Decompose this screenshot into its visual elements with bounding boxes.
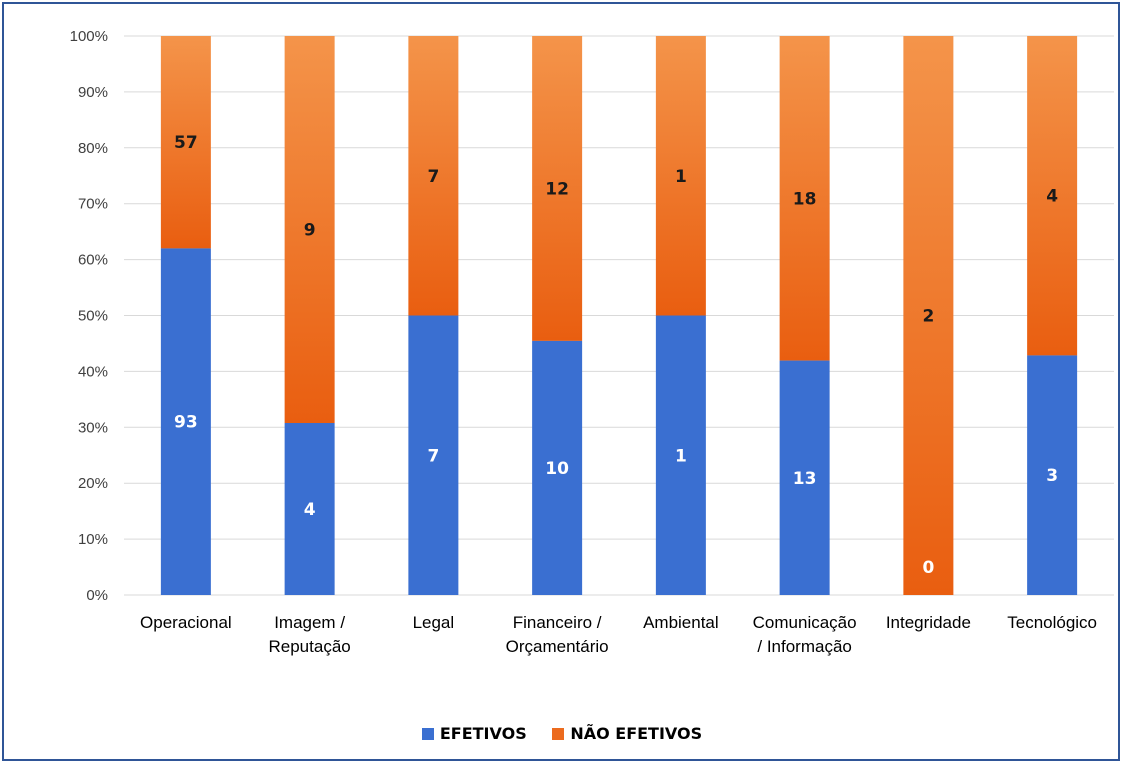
x-category-label: Comunicação <box>753 613 857 632</box>
data-label-nao-efetivos: 18 <box>793 189 817 209</box>
x-category-label: Ambiental <box>643 613 719 632</box>
bar-nao-efetivos <box>779 36 830 361</box>
bar-nao-efetivos <box>532 36 583 341</box>
x-category-label: / Informação <box>757 637 852 656</box>
legend-swatch-efetivos <box>421 727 434 740</box>
data-label-nao-efetivos: 12 <box>545 179 569 199</box>
gridlines <box>124 35 1114 596</box>
x-category-label: Financeiro / <box>513 613 602 632</box>
bar-efetivos <box>532 340 583 595</box>
y-tick-label: 90% <box>78 84 108 101</box>
data-label-efetivos: 13 <box>793 469 817 489</box>
bar-efetivos <box>779 360 830 595</box>
legend-item-nao-efetivos: NÃO EFETIVOS <box>552 724 702 743</box>
legend-label-efetivos: EFETIVOS <box>439 724 527 743</box>
data-label-nao-efetivos: 9 <box>304 221 316 241</box>
data-label-nao-efetivos: 4 <box>1046 187 1058 207</box>
legend-item-efetivos: EFETIVOS <box>421 724 527 743</box>
bar-nao-efetivos <box>408 36 459 316</box>
y-tick-label: 50% <box>78 308 108 325</box>
x-category-label: Tecnológico <box>1007 613 1097 632</box>
bar-nao-efetivos <box>1027 36 1078 356</box>
bar-nao-efetivos <box>160 36 211 249</box>
bar-efetivos <box>655 315 706 595</box>
data-label-efetivos: 0 <box>922 558 934 578</box>
legend: EFETIVOS NÃO EFETIVOS <box>0 724 1124 744</box>
y-tick-label: 70% <box>78 196 108 213</box>
y-tick-label: 100% <box>70 28 108 45</box>
data-label-nao-efetivos: 1 <box>675 167 687 187</box>
bar-efetivos <box>408 315 459 595</box>
y-tick-label: 60% <box>78 252 108 269</box>
x-category-label: Orçamentário <box>506 637 609 656</box>
bar-nao-efetivos <box>284 36 335 423</box>
legend-swatch-nao-efetivos <box>552 727 565 740</box>
x-category-label: Integridade <box>886 613 971 632</box>
y-tick-label: 20% <box>78 475 108 492</box>
x-category-label: Operacional <box>140 613 232 632</box>
y-tick-label: 0% <box>86 587 108 604</box>
data-label-nao-efetivos: 7 <box>427 167 439 187</box>
data-label-efetivos: 3 <box>1046 466 1058 486</box>
y-tick-label: 10% <box>78 531 108 548</box>
x-category-label: Reputação <box>269 637 351 656</box>
x-axis: Operacional Imagem / Reputação Legal Finance… <box>140 613 1097 656</box>
legend-label-nao-efetivos: NÃO EFETIVOS <box>570 724 703 743</box>
data-label-efetivos: 10 <box>545 459 569 479</box>
bars: 93 57 4 9 7 7 10 12 1 1 13 18 0 2 3 4 <box>160 36 1078 596</box>
bar-nao-efetivos <box>903 36 954 595</box>
y-tick-label: 80% <box>78 140 108 157</box>
y-axis: 0% 10% 20% 30% 40% 50% 60% 70% 80% 90% 100% <box>70 28 108 604</box>
y-tick-label: 40% <box>78 363 108 380</box>
bar-efetivos <box>1027 355 1078 595</box>
data-label-nao-efetivos: 2 <box>922 307 934 327</box>
y-tick-label: 30% <box>78 419 108 436</box>
data-label-nao-efetivos: 57 <box>174 133 198 153</box>
stacked-bar-chart: 0%10%20%30%40%50%60%70%80%90%100% 935749… <box>70 28 1114 656</box>
x-category-label: Legal <box>413 613 455 632</box>
data-label-efetivos: 4 <box>304 500 316 520</box>
x-category-label: Imagem / <box>274 613 345 632</box>
bar-efetivos <box>160 248 211 596</box>
data-label-efetivos: 7 <box>427 446 439 466</box>
data-label-efetivos: 1 <box>675 446 687 466</box>
data-label-efetivos: 93 <box>174 413 198 433</box>
bar-nao-efetivos <box>655 36 706 316</box>
bar-efetivos <box>284 423 335 595</box>
